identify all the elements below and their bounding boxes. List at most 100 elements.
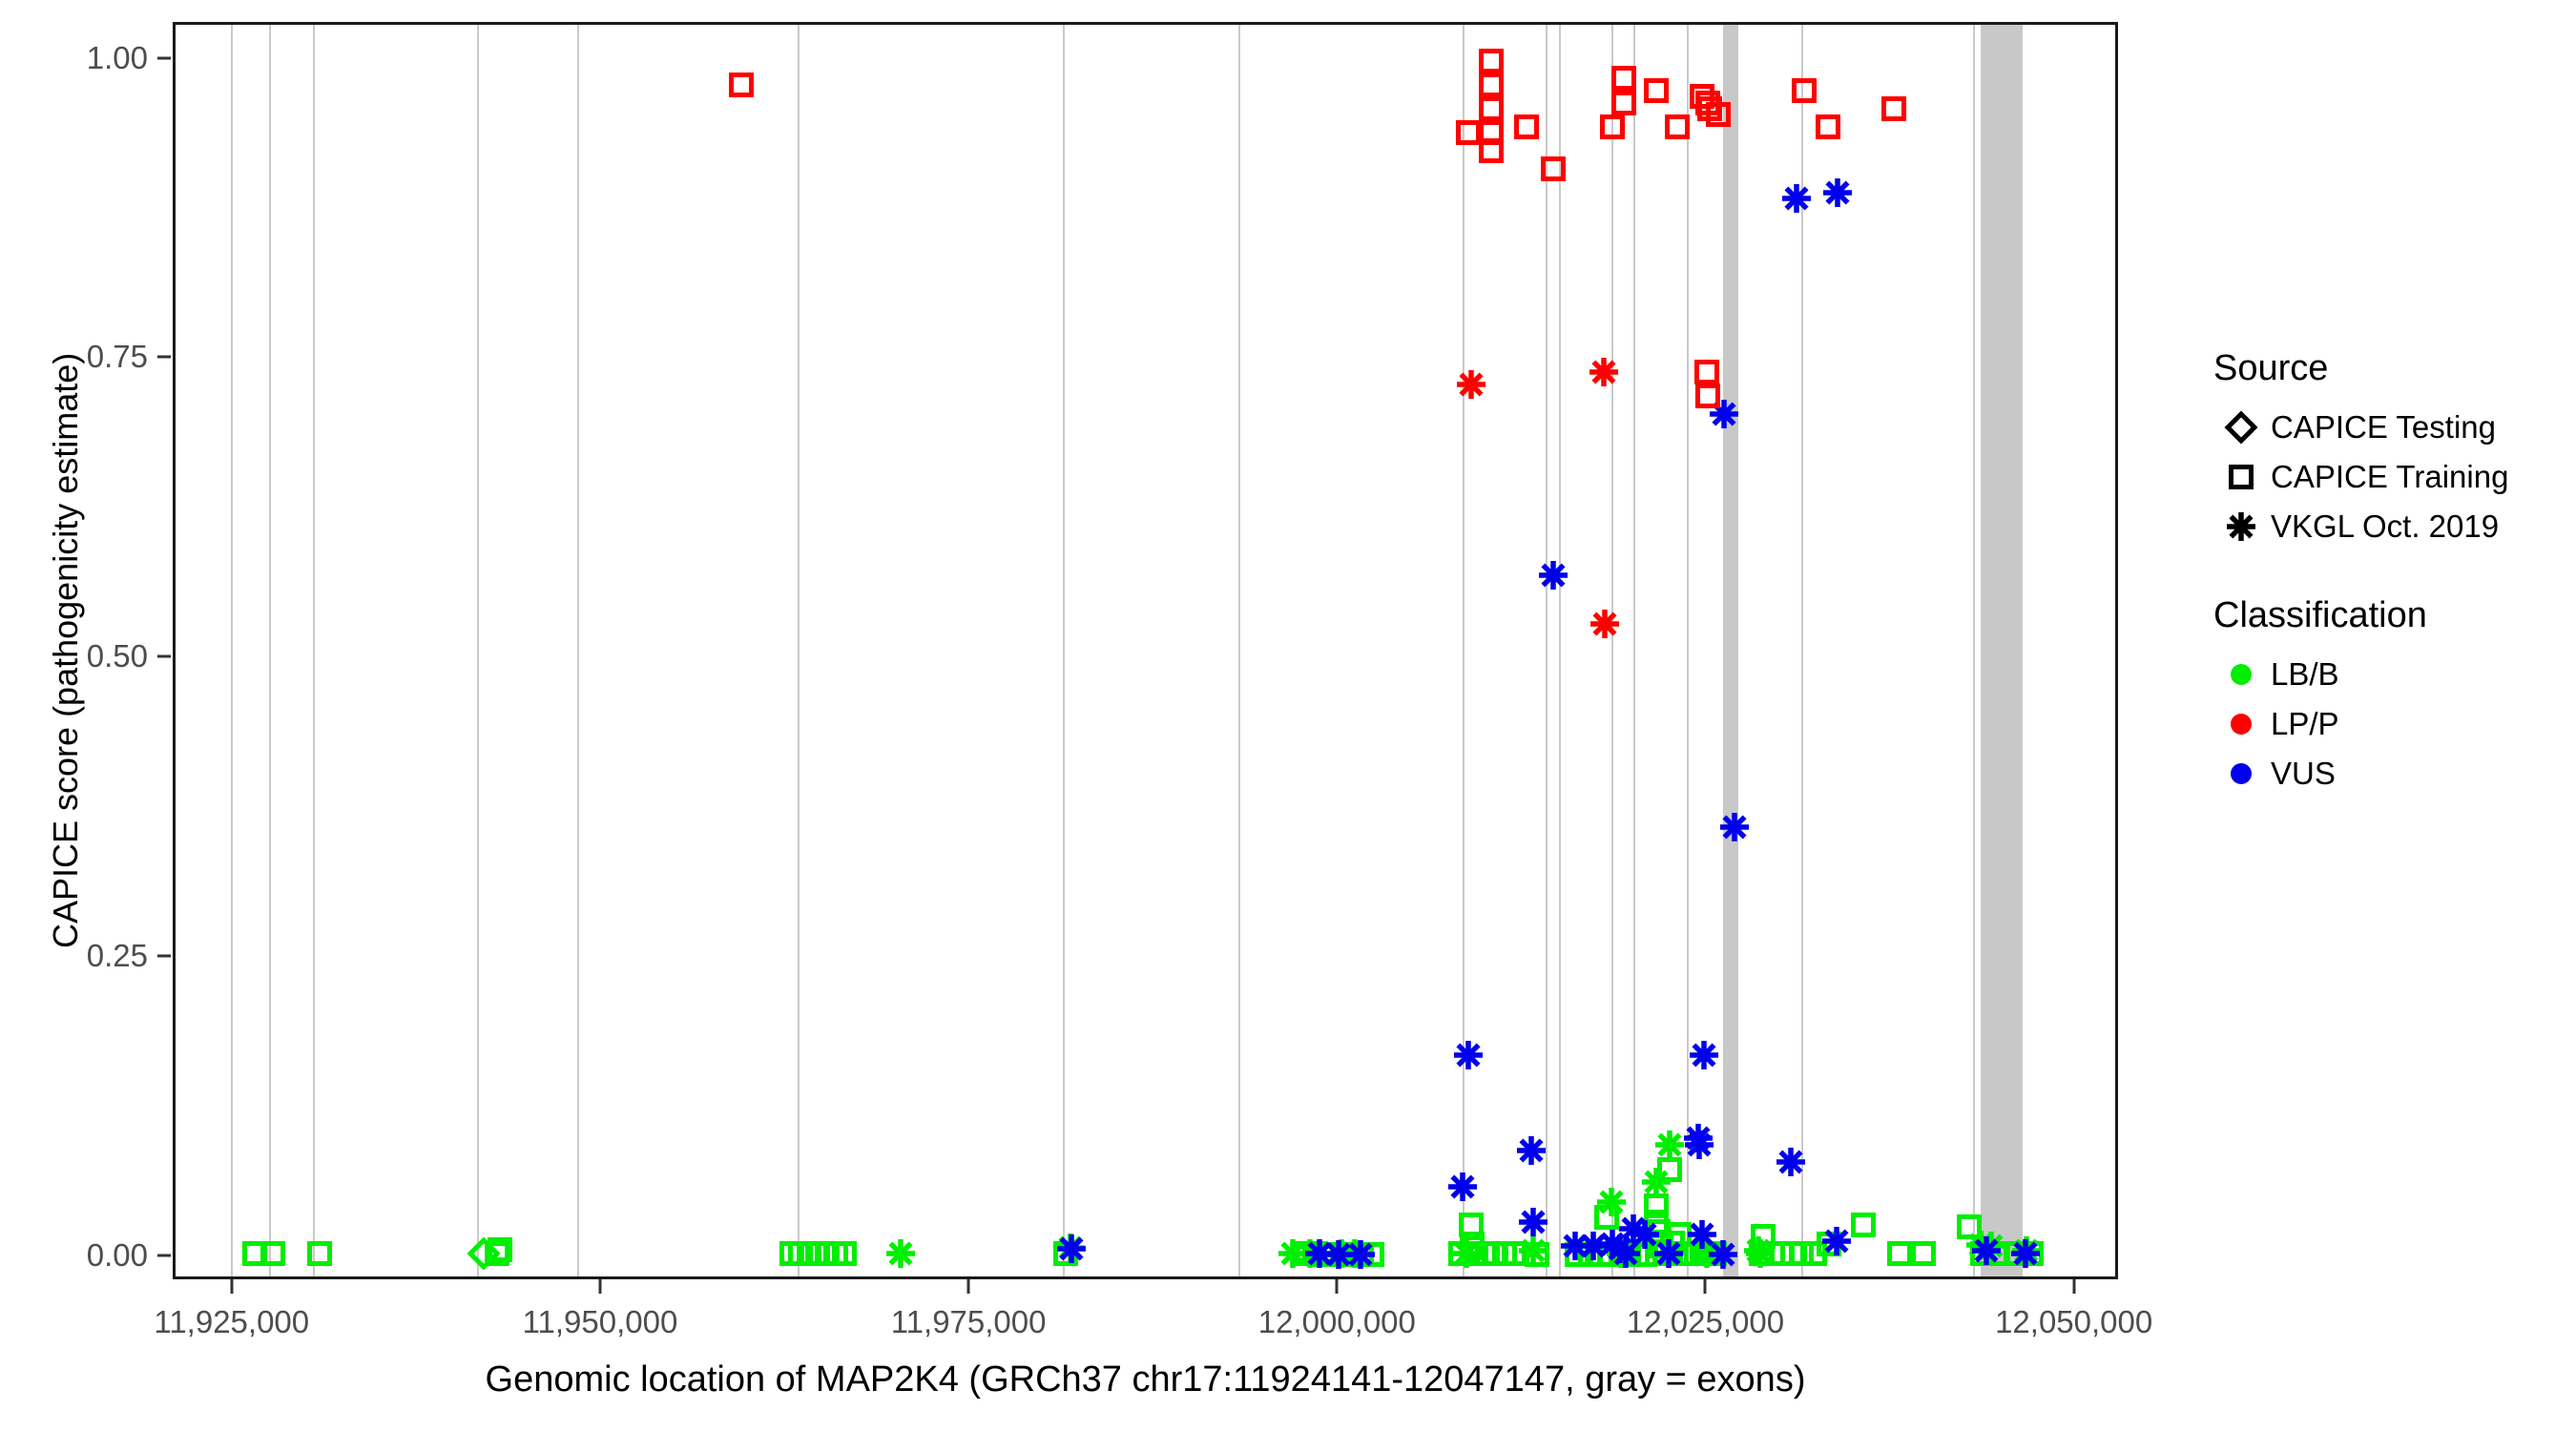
y-tick-label: 0.25 bbox=[86, 938, 148, 974]
data-point-square bbox=[1293, 1239, 1321, 1268]
legend-key-dot-icon bbox=[2212, 660, 2271, 689]
exon-band bbox=[1722, 25, 1739, 1276]
data-point-square bbox=[1693, 89, 1722, 117]
legend-title-classification: Classification bbox=[2213, 595, 2427, 635]
data-point-asterisk bbox=[1779, 181, 1814, 216]
data-point-square bbox=[1749, 1222, 1777, 1251]
data-point-asterisk bbox=[1820, 176, 1855, 210]
legend-group-source: Source CAPICE Testing CAPICE Training VKGL… bbox=[2212, 348, 2565, 551]
data-point-asterisk bbox=[883, 1236, 918, 1271]
x-tick-mark bbox=[1335, 1279, 1339, 1294]
data-point-square bbox=[1665, 1220, 1693, 1249]
vertical-gridline bbox=[1972, 25, 1975, 1276]
data-point-square bbox=[259, 1239, 287, 1268]
legend-key-dot-icon bbox=[2212, 759, 2271, 788]
legend-item-classification-2[interactable]: VUS bbox=[2212, 749, 2565, 798]
data-point-asterisk bbox=[1652, 1236, 1686, 1271]
legend-key-square-icon bbox=[2212, 463, 2271, 491]
data-point-square bbox=[486, 1235, 514, 1264]
vertical-gridline bbox=[313, 25, 316, 1276]
legend-group-classification: Classification LB/B LP/P VUS bbox=[2212, 595, 2565, 798]
legend-label: CAPICE Testing bbox=[2271, 409, 2496, 445]
data-point-square bbox=[1688, 82, 1716, 111]
legend-key-diamond-icon bbox=[2212, 410, 2271, 445]
data-point-asterisk bbox=[1293, 1236, 1327, 1271]
legend-title-source: Source bbox=[2213, 348, 2329, 388]
data-point-asterisk bbox=[1576, 1229, 1610, 1263]
legend-item-source-2[interactable]: VKGL Oct. 2019 bbox=[2212, 502, 2565, 551]
data-point-asterisk bbox=[1690, 1236, 1724, 1271]
data-point-asterisk bbox=[1321, 1237, 1356, 1272]
legend-label: LB/B bbox=[2271, 656, 2339, 692]
data-point-square bbox=[1655, 1155, 1684, 1184]
vertical-gridline bbox=[1063, 25, 1066, 1276]
legend-label: CAPICE Training bbox=[2271, 459, 2509, 494]
data-point-square bbox=[1693, 382, 1722, 410]
vertical-gridline bbox=[576, 25, 579, 1276]
data-point-square bbox=[1688, 1239, 1716, 1268]
data-point-diamond bbox=[467, 1236, 501, 1271]
vertical-gridline bbox=[798, 25, 800, 1276]
data-point-square bbox=[830, 1239, 859, 1268]
data-point-asterisk bbox=[1054, 1232, 1089, 1266]
data-point-square bbox=[483, 1239, 511, 1268]
exon-band bbox=[1981, 25, 2023, 1276]
data-point-square bbox=[1490, 1239, 1519, 1268]
data-point-asterisk bbox=[1587, 355, 1621, 389]
vertical-gridline bbox=[1801, 25, 1804, 1276]
data-point-square bbox=[1658, 1229, 1687, 1257]
data-point-square bbox=[240, 1239, 269, 1268]
x-tick-label: 12,025,000 bbox=[1626, 1304, 1785, 1339]
data-point-asterisk bbox=[1687, 1038, 1721, 1072]
x-tick-mark bbox=[230, 1279, 234, 1294]
data-point-square bbox=[1695, 94, 1724, 123]
data-point-asterisk bbox=[1536, 558, 1570, 592]
data-point-square bbox=[1576, 1240, 1605, 1269]
legend-item-source-0[interactable]: CAPICE Testing bbox=[2212, 403, 2565, 452]
x-tick-mark bbox=[966, 1279, 970, 1294]
y-tick-label: 0.00 bbox=[86, 1236, 148, 1273]
legend-item-classification-1[interactable]: LP/P bbox=[2212, 699, 2565, 749]
data-point-square bbox=[1693, 358, 1721, 386]
y-axis-label: CAPICE score (pathogenicity estimate) bbox=[46, 352, 85, 948]
data-point-asterisk bbox=[1454, 367, 1488, 402]
data-point-asterisk bbox=[1639, 1165, 1673, 1199]
data-point-square bbox=[1328, 1240, 1357, 1269]
vertical-gridline bbox=[476, 25, 479, 1276]
data-point-asterisk bbox=[1603, 1232, 1637, 1266]
data-point-square bbox=[1482, 1239, 1510, 1268]
legend-rows-source: CAPICE Testing CAPICE Training VKGL Oct. 2… bbox=[2212, 403, 2565, 551]
data-point-square bbox=[1539, 155, 1568, 183]
data-point-asterisk bbox=[1741, 1234, 1776, 1268]
y-tick-mark bbox=[157, 1254, 171, 1257]
data-point-square bbox=[1477, 136, 1506, 165]
data-point-asterisk bbox=[1609, 1236, 1643, 1271]
data-point-square bbox=[1477, 47, 1506, 75]
data-point-square bbox=[1473, 1239, 1502, 1268]
legend-label: LP/P bbox=[2271, 706, 2339, 741]
data-point-square bbox=[1614, 1240, 1643, 1269]
data-point-square bbox=[1311, 1240, 1340, 1269]
data-point-square bbox=[1592, 1203, 1621, 1232]
data-point-asterisk bbox=[1053, 1231, 1088, 1265]
y-tick-label: 0.75 bbox=[86, 339, 148, 375]
legend-item-classification-0[interactable]: LB/B bbox=[2212, 650, 2565, 699]
data-point-square bbox=[1647, 1232, 1675, 1260]
vertical-gridline bbox=[1559, 25, 1562, 1276]
data-point-square bbox=[1563, 1240, 1591, 1269]
vertical-gridline bbox=[1686, 25, 1689, 1276]
data-point-square bbox=[1300, 1239, 1329, 1268]
y-tick-mark bbox=[157, 56, 171, 60]
data-point-asterisk bbox=[1449, 1236, 1484, 1271]
vertical-gridline bbox=[1611, 25, 1614, 1276]
data-point-square bbox=[1814, 113, 1842, 141]
legend-label: VUS bbox=[2271, 756, 2336, 791]
data-point-square bbox=[1790, 76, 1818, 105]
data-point-square bbox=[1747, 1239, 1776, 1268]
vertical-gridline bbox=[268, 25, 271, 1276]
y-tick-label: 1.00 bbox=[86, 39, 148, 75]
data-point-asterisk bbox=[1685, 1217, 1719, 1252]
data-point-square bbox=[803, 1239, 832, 1268]
legend-item-source-1[interactable]: CAPICE Training bbox=[2212, 452, 2565, 502]
y-tick-label: 0.50 bbox=[86, 638, 148, 674]
